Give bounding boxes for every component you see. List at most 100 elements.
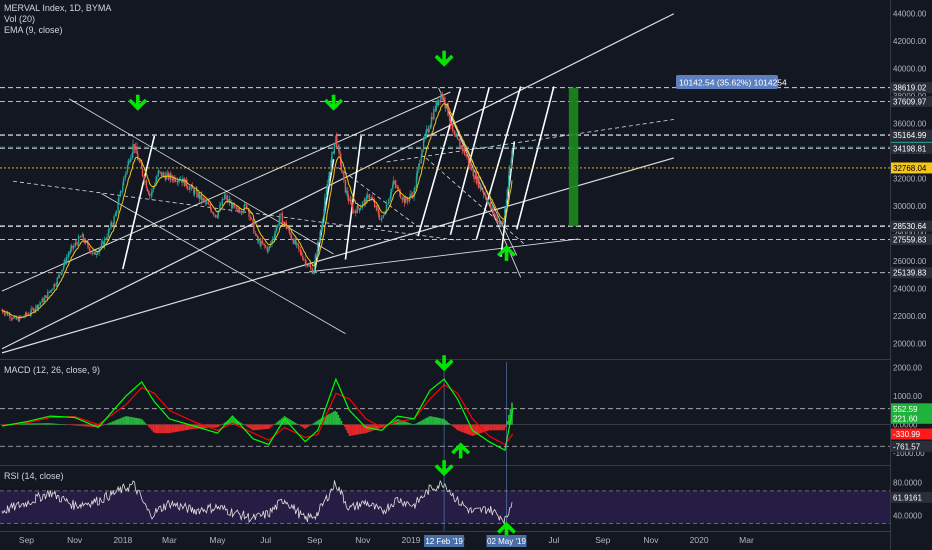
macd-histogram-bar	[430, 416, 433, 425]
macd-histogram-bar	[299, 424, 302, 426]
macd-histogram-bar	[348, 424, 351, 436]
candle-body	[454, 134, 456, 137]
candle-body	[444, 97, 446, 105]
macd-histogram-bar	[334, 410, 336, 425]
macd-histogram-bar	[84, 424, 87, 427]
candle-body	[401, 198, 403, 200]
trendline	[425, 157, 525, 245]
macd-histogram-bar	[80, 424, 82, 426]
macd-histogram-bar	[275, 422, 278, 425]
price-level-text: 25139.83	[893, 269, 927, 278]
macd-histogram-bar	[50, 423, 52, 425]
macd-histogram-bar	[141, 419, 144, 425]
candle-body	[141, 162, 143, 169]
macd-histogram-bar	[76, 424, 79, 426]
macd-histogram-bar	[414, 423, 417, 425]
candle-body	[415, 176, 418, 188]
macd-histogram-bar	[103, 424, 106, 426]
candle-body	[229, 202, 231, 204]
arrow-shape	[496, 521, 516, 538]
ema-indicator-label[interactable]: EMA (9, close)	[4, 25, 63, 35]
candle-body	[164, 175, 167, 180]
vol-indicator-label[interactable]: Vol (20)	[4, 14, 36, 24]
candle-body	[41, 298, 43, 303]
rsi-legend: RSI (14, close)	[4, 471, 64, 482]
rsi-indicator-label[interactable]: RSI (14, close)	[4, 471, 64, 481]
macd-histogram-bar	[24, 423, 27, 425]
macd-histogram-bar	[473, 424, 475, 436]
macd-histogram-bar	[201, 424, 204, 429]
candle-body	[333, 143, 336, 154]
candle-body	[60, 273, 62, 275]
price-level-tag	[891, 233, 932, 245]
macd-histogram-bar	[179, 424, 182, 432]
candle-body	[363, 199, 366, 203]
macd-histogram-bar	[222, 423, 224, 425]
candle-body	[317, 242, 319, 254]
candle-body	[390, 188, 392, 196]
candle-body	[286, 227, 288, 229]
signal-arrow-down	[128, 94, 148, 111]
candle-body	[46, 295, 48, 299]
candle-body	[134, 146, 137, 150]
candle-body	[103, 238, 106, 246]
signal-arrow-down	[434, 50, 454, 67]
candle-body	[380, 219, 382, 221]
candle-body	[458, 138, 460, 141]
time-tick-label: Jul	[260, 535, 271, 545]
candle-body	[503, 219, 505, 224]
candle-body	[411, 194, 413, 196]
candle-body	[287, 228, 290, 230]
candle-body	[356, 205, 358, 214]
macd-histogram-bar	[187, 424, 190, 430]
candle-body	[252, 219, 254, 223]
candle-body	[53, 284, 55, 289]
price-level-text: 34198.81	[893, 144, 927, 153]
macd-tick-label: -1000.00	[893, 449, 925, 458]
candle-body	[129, 160, 131, 163]
macd-histogram-bar	[444, 420, 447, 425]
macd-histogram-bar	[288, 419, 291, 425]
candle-body	[448, 115, 451, 121]
candle-body	[127, 160, 130, 166]
macd-histogram-bar	[129, 416, 131, 425]
macd-histogram-bar	[291, 420, 294, 425]
macd-histogram-bar	[342, 423, 344, 425]
macd-histogram-bar	[32, 423, 35, 425]
candle-body	[485, 195, 487, 200]
macd-histogram-bar	[479, 424, 482, 434]
candle-body	[255, 234, 257, 236]
macd-histogram-bar	[166, 424, 169, 434]
candle-body	[394, 180, 396, 185]
candle-body	[433, 108, 435, 119]
candle-body	[174, 177, 176, 182]
macd-histogram-bar	[402, 420, 404, 425]
macd-histogram-bar	[255, 424, 258, 430]
candle-body	[376, 205, 378, 210]
candle-body	[2, 310, 4, 313]
candle-body	[96, 253, 99, 255]
macd-histogram-bar	[354, 424, 357, 435]
macd-indicator-label[interactable]: MACD (12, 26, close, 9)	[4, 365, 101, 375]
macd-histogram-bar	[119, 418, 122, 425]
macd-histogram-bar	[331, 412, 333, 425]
candle-body	[44, 295, 47, 298]
macd-histogram-bar	[279, 419, 281, 425]
candle-body	[245, 204, 247, 206]
candle-body	[407, 200, 409, 202]
macd-histogram-bar	[350, 424, 352, 436]
macd-histogram-bar	[413, 424, 415, 426]
macd-histogram-bar	[69, 424, 71, 426]
time-tick-label: Nov	[67, 535, 83, 545]
candle-body	[304, 259, 306, 261]
symbol-title[interactable]: MERVAL Index, 1D, BYMA	[4, 3, 112, 13]
candle-body	[392, 180, 395, 185]
candle-body	[461, 145, 463, 150]
price-tick-label: 20000.00	[893, 339, 927, 348]
candle-body	[18, 316, 21, 322]
candle-body	[264, 244, 266, 247]
candle-body	[298, 245, 300, 250]
candle-body	[132, 144, 134, 154]
